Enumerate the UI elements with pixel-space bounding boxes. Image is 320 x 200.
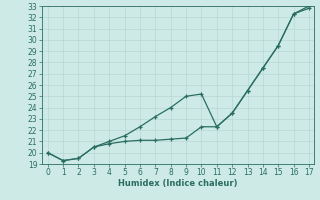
X-axis label: Humidex (Indice chaleur): Humidex (Indice chaleur)	[118, 179, 237, 188]
